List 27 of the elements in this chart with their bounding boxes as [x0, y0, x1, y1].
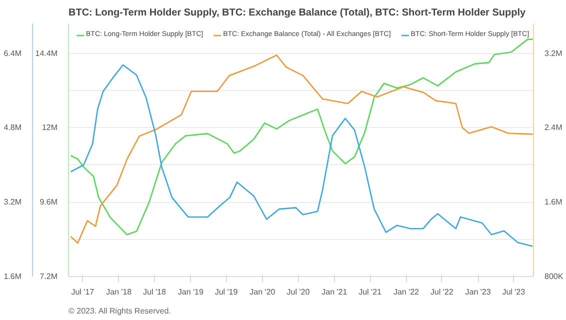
x-tick-label: Jul '20: [286, 288, 310, 296]
x-tick-label: Jul '19: [214, 288, 238, 296]
chart-title: BTC: Long-Term Holder Supply, BTC: Exchange Balance (Total), BTC: Short-Term Holder Supply: [68, 8, 526, 18]
y3-tick-label: 3.2M: [4, 198, 22, 207]
x-tick-label: Jan '19: [178, 288, 204, 296]
y-tick-label: 9.6M: [40, 198, 58, 207]
y3-tick-label: 4.8M: [4, 123, 22, 132]
x-tick-label: Jul '17: [71, 288, 95, 296]
x-tick-label: Jul '23: [502, 288, 526, 296]
y2-tick-label: 800K: [544, 272, 564, 281]
y-tick-label: 7.2M: [40, 272, 58, 281]
x-tick-label: Jan '18: [106, 288, 132, 296]
x-tick-label: Jan '22: [393, 288, 420, 296]
x-tick-label: Jan '20: [250, 288, 276, 296]
y-tick-label: 12M: [42, 123, 58, 132]
y-tick-label: 14.4M: [35, 48, 58, 58]
y3-tick-label: 1.6M: [4, 272, 22, 281]
x-tick-label: Jul '21: [358, 288, 382, 296]
y2-tick-label: 3.2M: [544, 48, 563, 58]
x-tick-label: Jul '22: [430, 288, 454, 296]
y2-tick-label: 1.6M: [544, 198, 563, 207]
y3-tick-label: 6.4M: [4, 48, 22, 58]
text: © 2023. All Rights Reserved.: [68, 306, 171, 316]
x-tick-label: Jul '18: [143, 288, 166, 296]
x-tick-label: Jan '21: [322, 288, 348, 296]
y2-tick-label: 2.4M: [544, 123, 563, 132]
x-tick-label: Jan '23: [465, 288, 492, 296]
